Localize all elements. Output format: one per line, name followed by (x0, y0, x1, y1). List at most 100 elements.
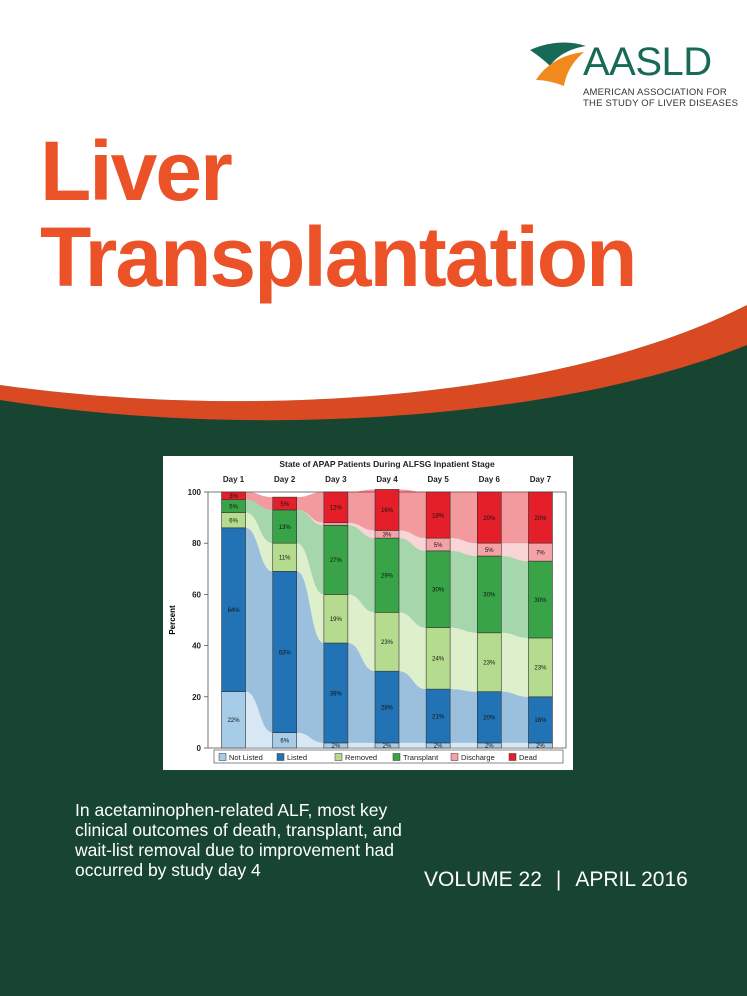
legend-swatch (218, 753, 227, 761)
bar-segment (221, 491, 246, 500)
data-label: 22% (228, 718, 241, 724)
data-label: 20% (483, 716, 496, 722)
bar-segment (374, 612, 400, 672)
data-label: 5% (280, 502, 289, 508)
bar-segment (528, 491, 553, 544)
bar-segment (374, 489, 400, 531)
flow-ribbon (501, 543, 529, 562)
bar-segment (425, 688, 451, 744)
bar-segment (272, 509, 298, 544)
flow-ribbon (347, 594, 375, 672)
logo-subtitle-line2: THE STUDY OF LIVER DISEASES (583, 98, 739, 109)
data-label: 23% (534, 666, 547, 672)
flow-ribbon (399, 671, 427, 743)
header-band (0, 0, 747, 421)
data-label: 29% (381, 574, 394, 580)
bar-segment (323, 522, 349, 526)
y-tick-label: 60 (192, 590, 201, 599)
data-label: 6% (229, 518, 238, 524)
legend-swatch (276, 753, 285, 761)
flow-ribbon (296, 492, 324, 523)
y-tick-label: 20 (192, 693, 201, 702)
bar-segment (272, 496, 298, 511)
issue-separator: | (555, 868, 562, 891)
bar-segment (476, 691, 502, 744)
white-header (0, 0, 747, 402)
x-tick-label: Day 6 (479, 475, 501, 484)
data-label: 63% (279, 650, 292, 656)
data-label: 2% (434, 744, 443, 750)
data-label: 12% (330, 506, 343, 512)
bar-segment (323, 524, 349, 595)
flow-ribbon (399, 612, 427, 690)
cover-blurb: In acetaminophen-related ALF, most key c… (75, 800, 402, 880)
journal-title-line2: Transplantation (40, 210, 637, 304)
bar-segment (476, 555, 502, 634)
legend-swatch (508, 753, 517, 761)
bar-segment (476, 491, 502, 544)
data-label: 5% (485, 548, 494, 554)
flow-ribbon (347, 489, 375, 531)
journal-title: Liver Transplantation (40, 128, 637, 304)
x-tick-label: Day 2 (274, 475, 296, 484)
data-label: 30% (483, 593, 496, 599)
flow-ribbon (245, 527, 273, 733)
flow-ribbon (399, 538, 427, 628)
bar-segment (374, 670, 400, 744)
data-label: 18% (534, 718, 547, 724)
flow-ribbon (347, 522, 375, 539)
stacked-bar-chart: State of APAP Patients During ALFSG Inpa… (168, 459, 567, 764)
legend-label: Not Listed (229, 753, 263, 762)
data-label: 11% (279, 556, 291, 562)
data-label: 3% (383, 533, 392, 539)
flow-ribbon (296, 571, 324, 743)
data-label: 13% (279, 525, 292, 531)
y-axis-label: Percent (168, 605, 177, 635)
flow-ribbon (399, 742, 427, 748)
flow-ribbon (450, 550, 478, 633)
bar-segment (528, 696, 553, 744)
data-label: 30% (534, 598, 547, 604)
data-label: 23% (483, 661, 496, 667)
y-tick-label: 100 (188, 488, 202, 497)
data-label: 28% (381, 705, 394, 711)
legend-box (213, 749, 564, 764)
chart-title: State of APAP Patients During ALFSG Inpa… (279, 459, 495, 469)
legend-swatch (392, 753, 401, 761)
bar-segment (425, 550, 451, 628)
data-label: 21% (432, 714, 445, 720)
flow-ribbon (245, 691, 273, 748)
orange-swoosh (0, 305, 747, 421)
flow-ribbon (399, 489, 427, 539)
data-label: 39% (330, 691, 343, 697)
flow-ribbon (399, 530, 427, 551)
bar-segment (272, 571, 298, 733)
flow-ribbon (296, 509, 324, 526)
bar-segment (476, 632, 502, 692)
x-tick-label: Day 5 (427, 475, 449, 484)
flow-ribbon (347, 643, 375, 743)
data-label: 2% (485, 744, 494, 750)
data-label: 16% (381, 508, 394, 514)
flow-ribbon (501, 632, 529, 697)
bar-segment (425, 491, 451, 539)
data-label: 20% (483, 516, 496, 522)
y-tick-label: 40 (192, 642, 201, 651)
aasld-logo-icon (530, 42, 586, 86)
bar-segment (323, 642, 349, 744)
legend-label: Discharge (461, 753, 495, 762)
x-tick-label: Day 1 (223, 475, 245, 484)
flow-ribbon (296, 543, 324, 644)
data-label: 5% (229, 504, 238, 510)
issue-volume: VOLUME 22 (424, 868, 542, 891)
bar-segment (374, 537, 400, 613)
flow-ribbon (347, 525, 375, 613)
flow-ribbon (450, 492, 478, 544)
data-label: 24% (432, 657, 445, 663)
flow-ribbon (501, 691, 529, 743)
flow-ribbon (450, 627, 478, 692)
x-tick-label: Day 4 (376, 475, 398, 484)
flow-ribbon (501, 742, 529, 748)
flow-ribbon (245, 499, 273, 544)
data-label: 7% (536, 550, 545, 556)
